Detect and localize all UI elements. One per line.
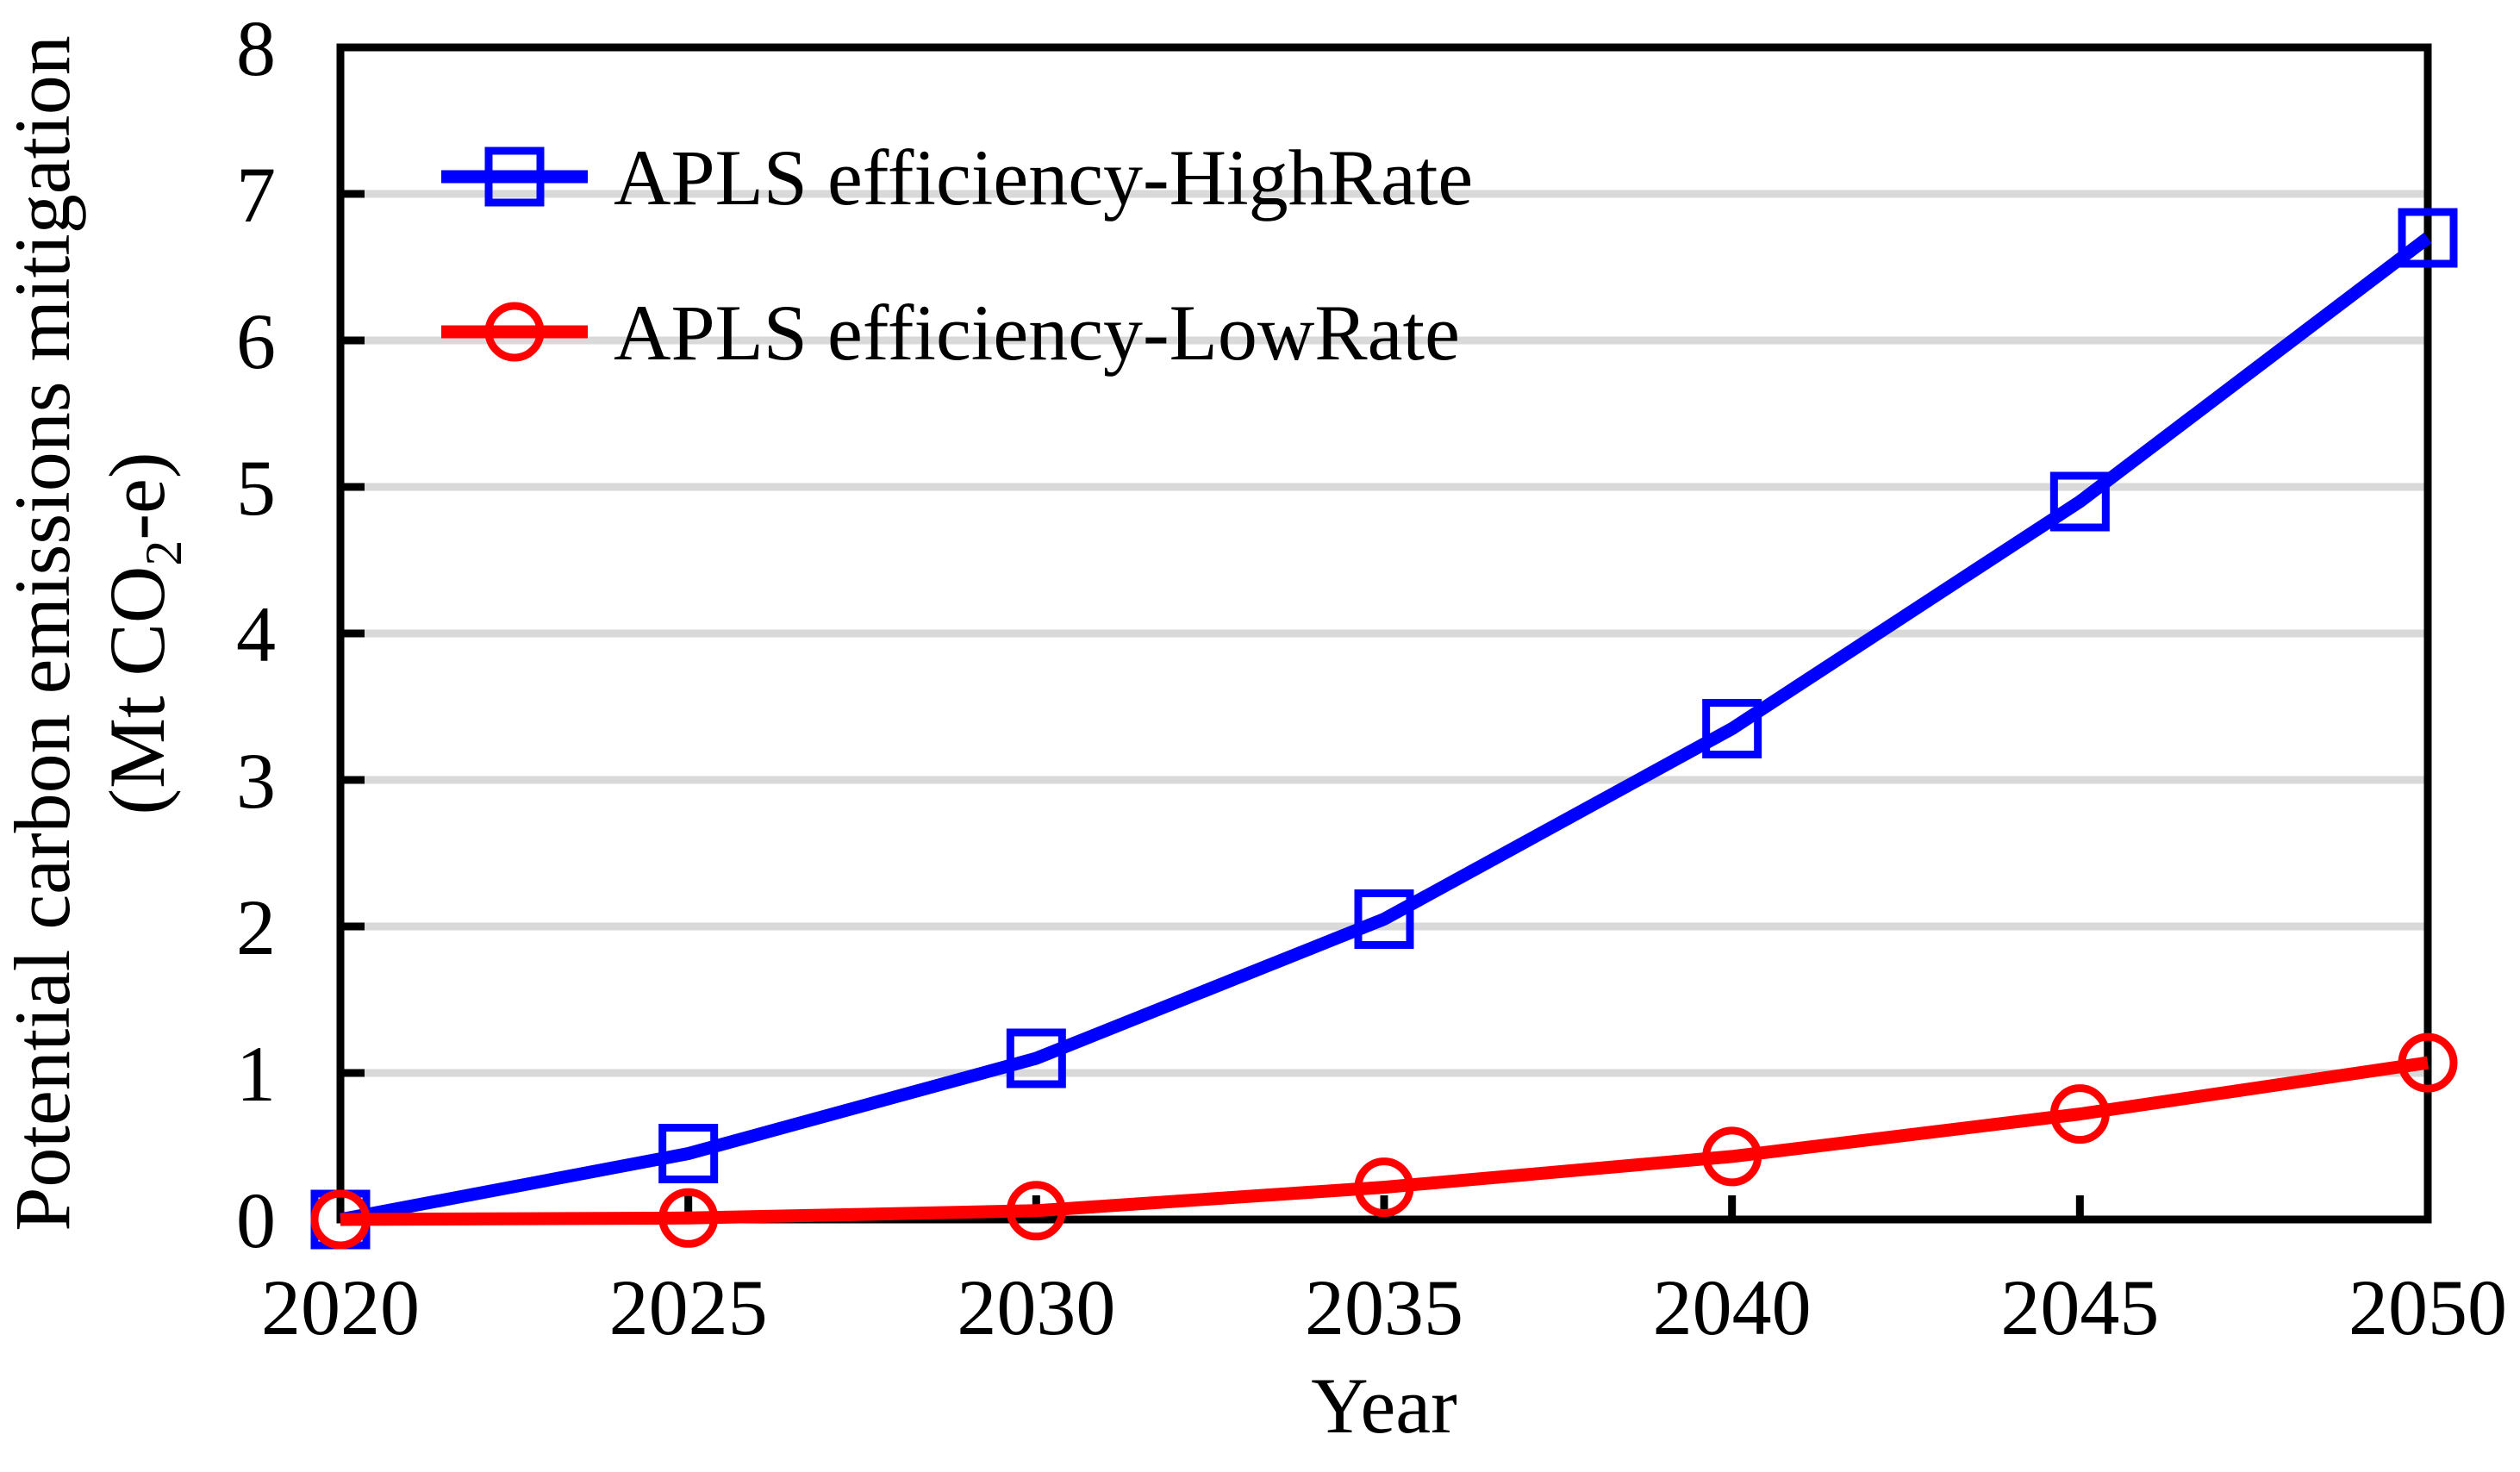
- y-axis-title-line2-suffix: -e): [93, 452, 181, 540]
- x-tick-label-2030: 2030: [957, 1263, 1115, 1351]
- legend-item-apls-efficiency-lowrate: APLS efficiency-LowRate: [441, 289, 1460, 377]
- series-line-apls-efficiency-highrate: [339, 233, 2432, 1226]
- marker-circle-apls-efficiency-lowrate-2050: [2398, 1032, 2458, 1093]
- marker-square-apls-efficiency-highrate-2030: [1006, 1028, 1066, 1088]
- legend-label-apls-efficiency-lowrate: APLS efficiency-LowRate: [614, 289, 1460, 377]
- marker-square-apls-efficiency-highrate-2050: [2398, 208, 2458, 268]
- y-axis-title-line1: Potential carbon emissions mitigation: [0, 35, 86, 1232]
- x-tick-labels-group: 2020 2025 2030 2035 2040 2045 2050: [261, 1263, 2507, 1351]
- y-axis-title-line2-prefix: (Mt CO: [93, 566, 181, 815]
- y-axis-title-line2-subscript: 2: [135, 540, 192, 566]
- y-tick-label-0: 0: [236, 1176, 276, 1264]
- marker-square-apls-efficiency-highrate-2025: [658, 1124, 719, 1183]
- y-tick-labels-group: 0 1 2 3 4 5 6 7 8: [236, 4, 276, 1264]
- x-tick-label-2035: 2035: [1305, 1263, 1463, 1351]
- legend: APLS efficiency-HighRate APLS efficiency-…: [441, 134, 1473, 377]
- marker-square-apls-efficiency-highrate-2035: [1354, 889, 1414, 949]
- marker-circle-apls-efficiency-lowrate-2020: [310, 1189, 371, 1250]
- y-tick-label-3: 3: [236, 737, 276, 825]
- x-axis-title: Year: [1311, 1362, 1457, 1450]
- marker-circle-apls-efficiency-lowrate-2025: [658, 1188, 719, 1248]
- marker-square-apls-efficiency-highrate-2045: [2049, 471, 2110, 532]
- marker-circle-apls-efficiency-lowrate-2045: [2049, 1084, 2110, 1145]
- x-tick-label-2045: 2045: [2000, 1263, 2159, 1351]
- y-tick-label-6: 6: [236, 297, 276, 385]
- y-tick-label-7: 7: [236, 151, 276, 239]
- y-tick-label-2: 2: [236, 883, 276, 971]
- plot-frame: [336, 43, 2432, 1224]
- gridlines-group: [340, 190, 2428, 1077]
- y-axis-title: Potential carbon emissions mitigation (M…: [0, 35, 192, 1232]
- y-tick-label-5: 5: [236, 444, 276, 532]
- x-tick-label-2025: 2025: [609, 1263, 768, 1351]
- legend-marker-circle-apls-efficiency-lowrate: [484, 302, 545, 362]
- x-tick-label-2020: 2020: [261, 1263, 420, 1351]
- marker-square-apls-efficiency-highrate-2040: [1702, 699, 1762, 758]
- y-tick-label-1: 1: [236, 1030, 276, 1118]
- marker-circle-apls-efficiency-lowrate-2030: [1006, 1181, 1066, 1241]
- legend-item-apls-efficiency-highrate: APLS efficiency-HighRate: [441, 134, 1473, 221]
- y-tick-label-4: 4: [236, 590, 276, 678]
- y-axis-title-line2: (Mt CO2-e): [93, 452, 192, 815]
- series-group: [310, 208, 2458, 1250]
- x-tick-label-2050: 2050: [2348, 1263, 2507, 1351]
- legend-label-apls-efficiency-highrate: APLS efficiency-HighRate: [614, 134, 1473, 221]
- marker-circle-apls-efficiency-lowrate-2040: [1702, 1126, 1762, 1187]
- y-tick-label-8: 8: [236, 4, 276, 92]
- x-tick-label-2040: 2040: [1653, 1263, 1812, 1351]
- series-line-apls-efficiency-lowrate: [340, 1056, 2430, 1226]
- marker-circle-apls-efficiency-lowrate-2035: [1354, 1157, 1414, 1218]
- legend-marker-square-apls-efficiency-highrate: [484, 147, 545, 207]
